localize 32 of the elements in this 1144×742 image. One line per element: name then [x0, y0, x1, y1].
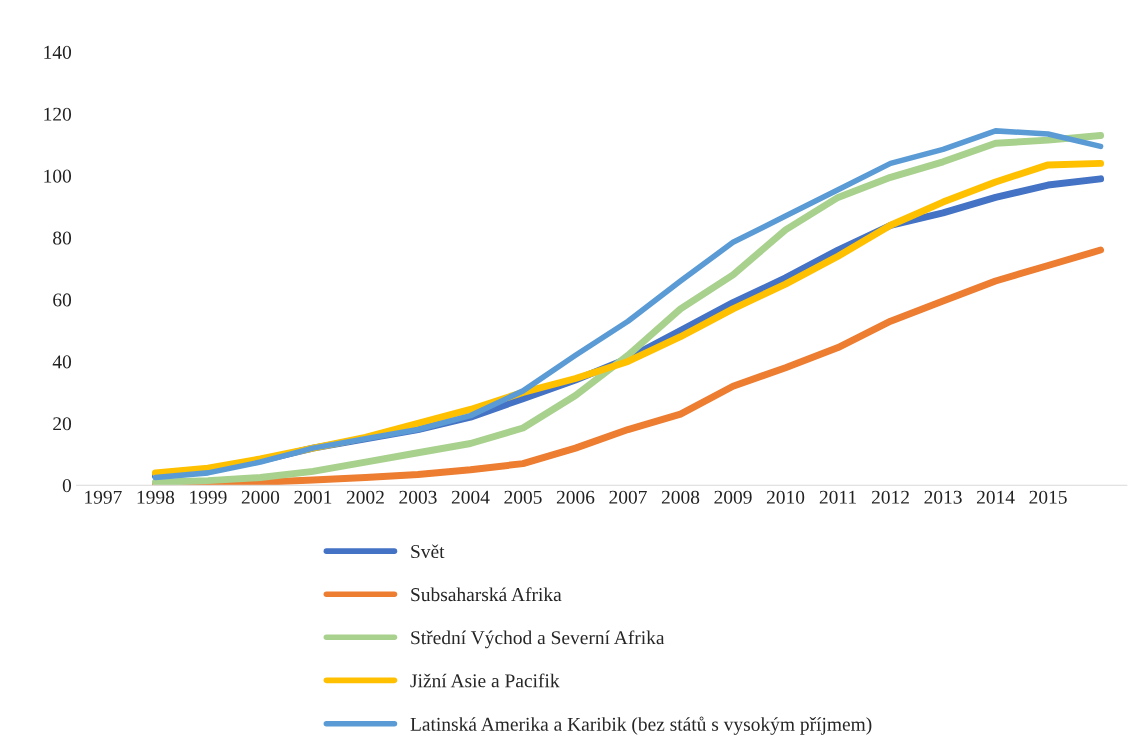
x-tick-label: 1998: [137, 490, 175, 504]
y-tick-label: 40: [52, 355, 72, 369]
x-tick-label: 2004: [451, 490, 490, 504]
legend-label: Střední Východ a Severní Afrika: [411, 630, 665, 649]
x-tick-label: 2005: [504, 490, 542, 504]
x-tick-label: 1999: [190, 490, 227, 504]
x-tick-label: 2001: [294, 490, 332, 504]
x-tick-label: 2015: [1029, 490, 1067, 504]
y-tick-label: 60: [53, 293, 72, 307]
y-tick-label: 120: [44, 107, 72, 121]
y-tick-label: 100: [44, 169, 72, 183]
y-tick-label: 80: [53, 231, 72, 245]
x-tick-label: 2011: [819, 490, 856, 504]
x-tick-label: 2013: [924, 490, 962, 504]
x-tick-label: 2000: [241, 490, 280, 504]
y-tick-label: 140: [44, 45, 72, 59]
legend-label: Svět: [411, 544, 445, 559]
x-tick-label: 2010: [766, 490, 805, 504]
x-tick-label: 1997: [85, 490, 122, 504]
legend-label: Subsaharská Afrika: [411, 587, 562, 602]
x-tick-label: 2012: [871, 490, 909, 504]
x-tick-label: 2014: [976, 490, 1015, 504]
x-tick-label: 2007: [609, 490, 647, 504]
y-tick-label: 0: [62, 479, 72, 493]
x-tick-label: 2003: [399, 490, 437, 504]
x-tick-label: 2006: [556, 490, 595, 504]
legend-label: Jižní Asie a Pacifik: [410, 673, 560, 688]
y-tick-label: 20: [53, 417, 72, 431]
x-tick-label: 2002: [346, 490, 384, 504]
x-tick-label: 2009: [714, 490, 752, 504]
x-tick-label: 2008: [661, 490, 700, 504]
legend-label: Latinská Amerika a Karibik (bez států s vysokým příjmem): [410, 716, 872, 735]
